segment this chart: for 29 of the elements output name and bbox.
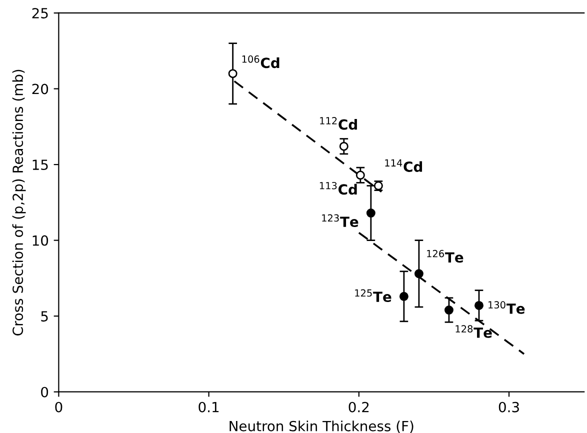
annotation: $^{112}$Cd <box>320 117 357 130</box>
y-tick-label: 10 <box>32 235 48 246</box>
point <box>414 269 424 278</box>
y-tick-label: 0 <box>41 386 48 398</box>
annotation: $^{113}$Cd <box>320 182 357 195</box>
y-tick-label: 15 <box>32 160 48 170</box>
point <box>399 292 408 301</box>
point <box>366 208 376 218</box>
y-tick-label: 5 <box>41 311 48 322</box>
x-tick-label: 0.1 <box>198 402 219 412</box>
annotation: $^{130}$Te <box>488 301 525 314</box>
point <box>228 69 238 78</box>
point <box>356 170 365 180</box>
point <box>444 306 454 315</box>
point <box>339 142 348 151</box>
x-axis-title: Neutron Skin Thickness (F) <box>230 420 414 433</box>
annotation: $^{114}$Cd <box>385 159 422 172</box>
x-tick-label: 0.2 <box>348 402 369 412</box>
y-tick-label: 20 <box>32 84 48 94</box>
annotation: $^{125}$Te <box>355 289 392 302</box>
y-tick-label: 25 <box>32 8 48 18</box>
annotation: $^{123}$Te <box>322 214 358 228</box>
annotation: $^{126}$Te <box>427 250 464 263</box>
x-tick-label: 0 <box>55 402 62 412</box>
annotation: $^{106}$Cd <box>242 55 280 68</box>
annotation: $^{128}$Te <box>456 325 492 338</box>
x-tick-label: 0.3 <box>498 402 519 412</box>
y-axis-title: Cross Section of (p,2p) Reactions (mb) <box>12 70 26 336</box>
point <box>474 300 484 310</box>
